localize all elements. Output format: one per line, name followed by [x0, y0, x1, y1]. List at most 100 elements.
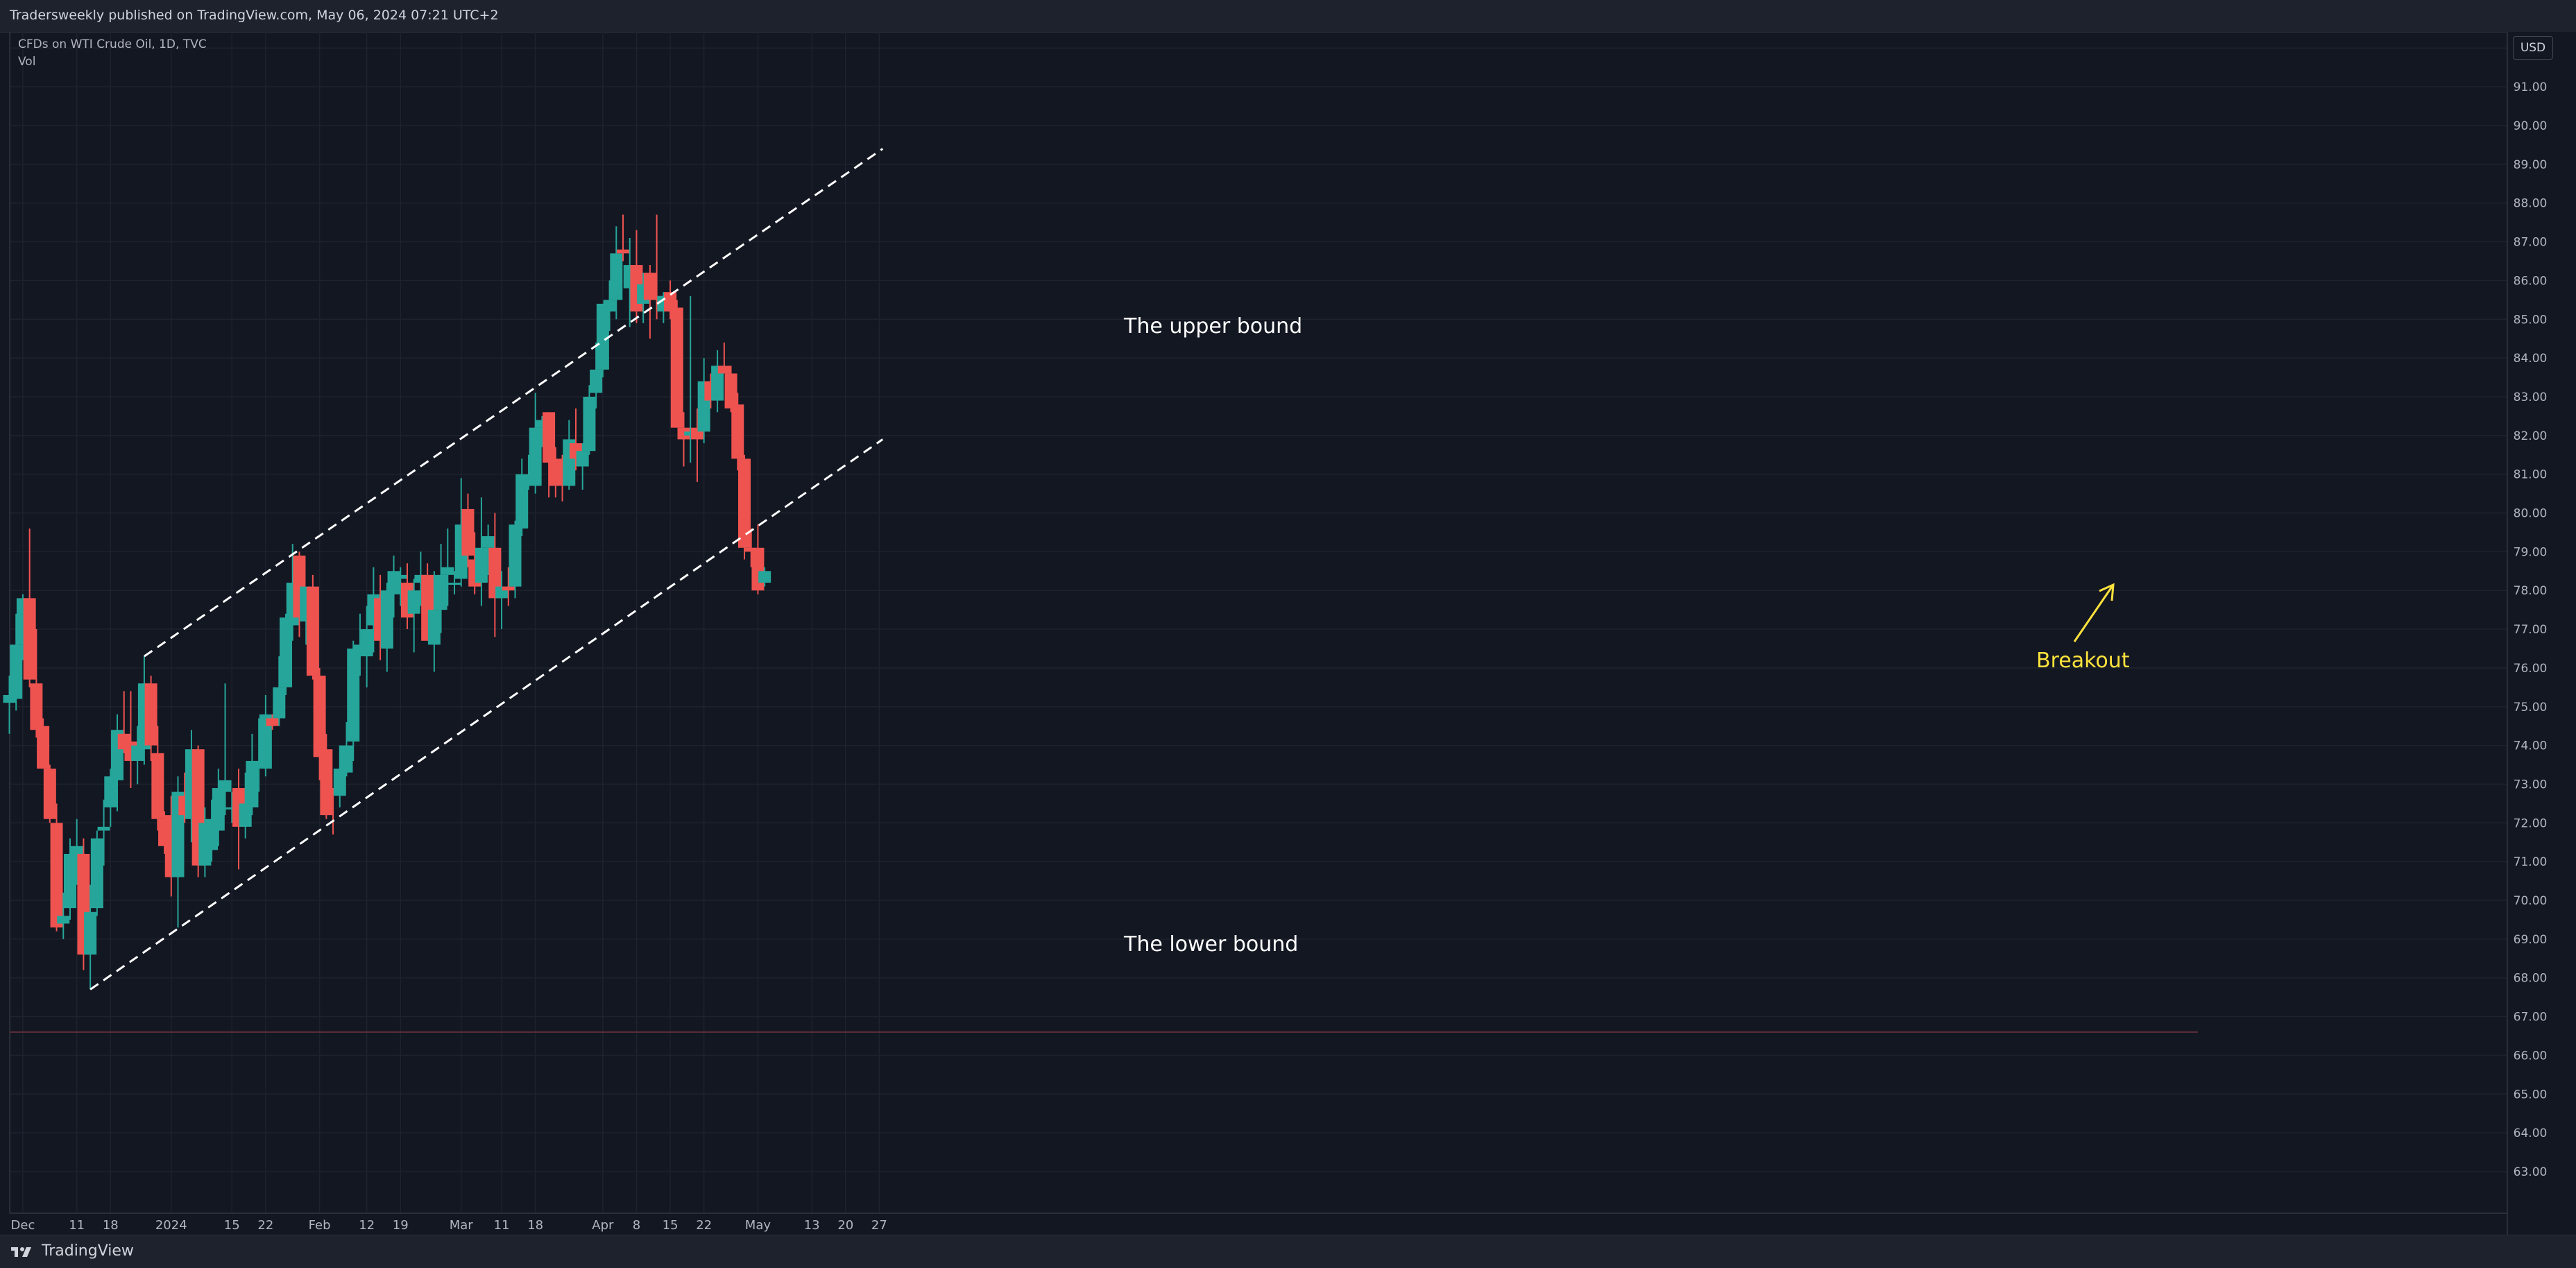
candle-body	[475, 547, 488, 583]
candle-body	[670, 307, 683, 428]
candle-body	[50, 823, 63, 928]
time-tick-label: 12	[359, 1218, 375, 1233]
candle-body	[246, 760, 259, 807]
candle-body	[529, 427, 542, 486]
candle	[650, 214, 663, 320]
price-tick-label: 71.00	[2514, 855, 2548, 869]
price-tick-label: 70.00	[2514, 894, 2548, 908]
candle	[394, 567, 407, 606]
candle	[434, 544, 447, 633]
price-tick-label: 91.00	[2514, 80, 2548, 94]
price-tick-label: 73.00	[2514, 778, 2548, 791]
candle-body	[717, 366, 731, 374]
candle-body	[758, 571, 771, 583]
candle-body	[253, 760, 266, 763]
annotation-breakout[interactable]: Breakout	[2036, 649, 2130, 673]
candle	[543, 412, 556, 498]
candle	[603, 280, 616, 332]
candle-body	[280, 617, 293, 687]
annotation-lower-bound[interactable]: The lower bound	[1124, 932, 1299, 957]
price-tick-label: 83.00	[2514, 391, 2548, 404]
price-tick-label: 63.00	[2514, 1165, 2548, 1179]
price-tick-label: 80.00	[2514, 507, 2548, 521]
candle	[670, 300, 683, 428]
candle-body	[744, 547, 758, 552]
candle	[737, 454, 751, 560]
time-axis: Dec 11 18 2024 15 22 Feb 12 19 Mar 11 18 Apr 8 15 22 May…	[11, 1218, 887, 1233]
candle-body	[488, 547, 502, 599]
candle	[104, 769, 117, 827]
candle	[333, 745, 346, 807]
time-tick-label: 15	[663, 1218, 679, 1233]
tradingview-brand[interactable]: TradingView	[10, 1242, 134, 1260]
currency-button[interactable]: USD	[2513, 36, 2553, 60]
arrow-head	[2099, 583, 2115, 601]
footer-bar: TradingView	[0, 1235, 2576, 1268]
candle-body	[684, 431, 697, 436]
candle	[3, 676, 16, 734]
candle-body	[43, 769, 56, 819]
candle	[23, 528, 36, 687]
candle-body	[144, 683, 157, 746]
candle-body	[151, 753, 164, 819]
time-tick-label: Mar	[450, 1218, 474, 1233]
candle-body	[583, 396, 596, 452]
symbol-legend[interactable]: CFDs on WTI Crude Oil, 1D, TVC	[18, 37, 207, 51]
time-tick-label: 13	[804, 1218, 820, 1233]
candle-body	[212, 788, 225, 831]
time-tick-label: 27	[871, 1218, 887, 1233]
price-tick-label: 76.00	[2514, 662, 2548, 676]
price-axis-bg	[2508, 32, 2576, 1235]
candle-body	[522, 474, 535, 479]
candle	[306, 574, 319, 680]
candle	[441, 528, 454, 606]
price-tick-label: 84.00	[2514, 352, 2548, 366]
candle	[590, 342, 603, 409]
candle	[266, 714, 279, 730]
candle	[515, 459, 529, 537]
candle-body	[306, 586, 319, 676]
candle-body	[724, 373, 737, 409]
candle	[448, 571, 461, 594]
candle	[347, 640, 360, 761]
brand-label: TradingView	[42, 1242, 134, 1260]
candle	[711, 350, 724, 413]
candle-body	[23, 598, 36, 680]
candle-body	[259, 714, 272, 769]
price-tick-label: 67.00	[2514, 1011, 2548, 1025]
candle	[414, 551, 427, 606]
candle-body	[643, 273, 656, 300]
candle	[225, 791, 239, 823]
candle	[320, 733, 333, 819]
candle	[57, 892, 70, 939]
time-tick-label: Apr	[592, 1218, 614, 1233]
candle	[90, 830, 103, 916]
time-tick-label: 11	[494, 1218, 510, 1233]
time-tick-label: 15	[224, 1218, 240, 1233]
annotation-upper-bound[interactable]: The upper bound	[1124, 314, 1303, 339]
price-tick-label: 85.00	[2514, 313, 2548, 327]
candle	[43, 764, 56, 823]
candle-body	[320, 749, 333, 816]
candle	[522, 454, 535, 490]
volume-legend[interactable]: Vol	[18, 55, 36, 69]
candle	[37, 718, 50, 769]
candle	[751, 524, 765, 594]
candle-body	[273, 687, 286, 719]
time-tick-label: 22	[257, 1218, 273, 1233]
candle	[529, 393, 542, 494]
candle-body	[731, 404, 744, 459]
price-tick-label: 82.00	[2514, 429, 2548, 443]
candle-body	[353, 644, 366, 653]
candle	[407, 579, 420, 653]
candle-body	[407, 590, 420, 614]
candle-body	[481, 536, 495, 548]
candle	[677, 412, 690, 467]
candle	[239, 772, 252, 839]
price-tick-label: 79.00	[2514, 545, 2548, 559]
price-tick-label: 89.00	[2514, 158, 2548, 172]
candle	[313, 667, 326, 780]
chart-grid	[9, 32, 2508, 1235]
candle-body	[461, 508, 475, 556]
